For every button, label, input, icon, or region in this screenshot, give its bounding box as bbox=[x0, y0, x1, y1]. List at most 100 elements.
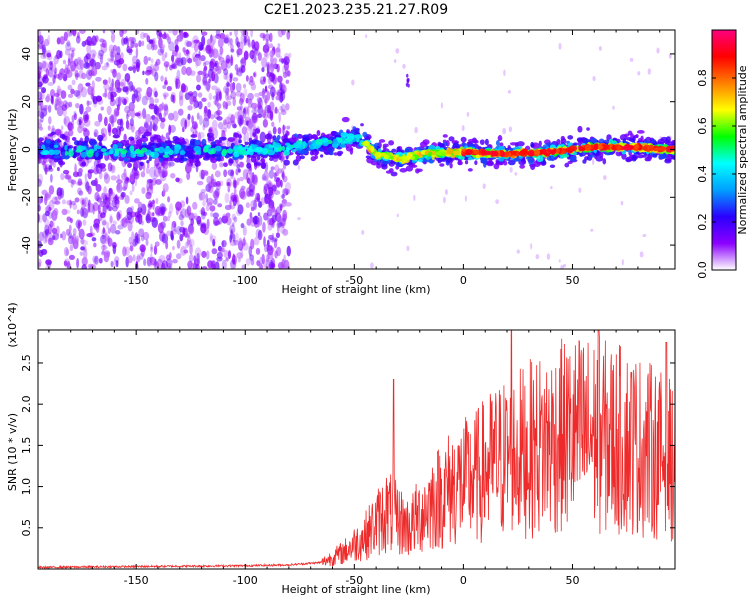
spectrogram-speckle bbox=[143, 32, 149, 38]
spectrogram-ridge-cell bbox=[172, 136, 179, 141]
spectrogram-speckle bbox=[267, 251, 274, 260]
spectrogram-speckle bbox=[138, 40, 142, 48]
spectrogram-speckle bbox=[75, 73, 80, 78]
spectrogram-speckle bbox=[68, 224, 72, 233]
spectrogram-speckle bbox=[204, 60, 210, 66]
spectrogram-speckle bbox=[42, 75, 49, 84]
spectrogram-speckle bbox=[226, 121, 232, 129]
spectrogram-speckle bbox=[56, 49, 62, 60]
spectrogram-speckle bbox=[94, 177, 98, 187]
spectrogram-speckle bbox=[231, 222, 235, 227]
spectrogram-speckle bbox=[217, 245, 222, 252]
colorbar-tick-label: 0.6 bbox=[696, 117, 709, 135]
spectrogram-speckle bbox=[275, 46, 281, 53]
spectrogram-speckle bbox=[102, 244, 106, 250]
spectrogram-speckle bbox=[73, 110, 77, 118]
spectrogram-speckle bbox=[198, 192, 203, 201]
spectrogram-ridge-cell bbox=[370, 160, 379, 166]
spectrogram-ridge-cell bbox=[468, 149, 473, 154]
spectrogram-speckle bbox=[62, 169, 70, 175]
spectrogram-speckle bbox=[150, 243, 153, 251]
spectrogram-speckle bbox=[226, 82, 231, 87]
spectrogram-speckle bbox=[155, 162, 162, 170]
spectrogram-speckle bbox=[132, 65, 137, 74]
spectrogram-speckle bbox=[146, 182, 150, 192]
spectrogram-speckle bbox=[68, 31, 73, 37]
spectrogram-speckle bbox=[217, 121, 224, 130]
spectrogram-speckle bbox=[266, 91, 271, 101]
spectrogram-speckle bbox=[102, 227, 106, 235]
spectrogram-speckle bbox=[38, 248, 42, 255]
spectrogram-speckle bbox=[136, 30, 140, 35]
spectrogram-speckle bbox=[240, 57, 247, 68]
spectrogram-ridge-cell bbox=[251, 143, 255, 150]
spectrogram-speckle bbox=[160, 117, 166, 123]
spectrogram-ridge-cell bbox=[446, 148, 454, 155]
spectrogram-ridge-cell bbox=[255, 146, 263, 153]
spectrogram-ridge-cell bbox=[625, 157, 632, 163]
spectrogram-speckle bbox=[271, 121, 275, 127]
spectrogram-speckle bbox=[212, 263, 216, 269]
x-tick-label: 50 bbox=[565, 574, 579, 587]
spectrogram-speckle bbox=[101, 192, 106, 200]
spectrogram-ridge-cell bbox=[98, 163, 106, 169]
spectrogram-speckle bbox=[38, 91, 43, 101]
spectrogram-ridge-cell bbox=[64, 144, 68, 151]
spectrogram-speckle bbox=[223, 68, 229, 76]
spectrogram-speckle bbox=[39, 214, 42, 224]
spectrogram-speckle bbox=[281, 218, 285, 229]
spectrogram-speckle bbox=[277, 127, 282, 135]
spectrogram-speckle bbox=[134, 112, 141, 117]
spectrogram-speckle bbox=[162, 215, 168, 222]
spectrogram-ridge-cell bbox=[248, 149, 254, 156]
snr-x-ticks: -150 -100 -50 0 50 bbox=[124, 330, 579, 587]
spectrogram-speckle bbox=[495, 199, 499, 205]
spectrogram-speckle bbox=[153, 63, 160, 72]
spectrogram-speckle bbox=[203, 105, 208, 114]
spectrogram-speckle bbox=[265, 50, 270, 60]
spectrogram-speckle bbox=[145, 166, 150, 175]
spectrogram-ridge-cell bbox=[383, 160, 389, 165]
spectrogram-speckle bbox=[81, 263, 88, 269]
spectrogram-speckle bbox=[656, 47, 660, 54]
spectrogram-speckle bbox=[107, 227, 111, 234]
spectrogram-speckle bbox=[171, 63, 178, 70]
spectrogram-ridge-cell bbox=[508, 152, 512, 158]
spectrogram-speckle bbox=[120, 218, 126, 227]
spectrogram-speckle bbox=[208, 185, 214, 194]
spectrogram-speckle bbox=[112, 44, 118, 52]
spectrogram-ridge-cell bbox=[340, 132, 349, 138]
spectrogram-ridge-cell bbox=[404, 148, 409, 153]
spectrogram-speckle bbox=[184, 119, 187, 130]
spectrogram-speckle bbox=[187, 262, 191, 269]
spectrogram-speckle bbox=[242, 242, 249, 251]
colorbar-tick-label: 0.4 bbox=[696, 165, 709, 183]
spectrogram-speckle bbox=[236, 252, 243, 259]
spectrogram-speckle bbox=[285, 79, 290, 84]
spectrogram-speckle bbox=[210, 173, 214, 185]
spectrogram-speckle bbox=[187, 105, 193, 111]
spectrogram-speckle bbox=[212, 95, 219, 100]
spectrogram-ridge-cell bbox=[223, 162, 228, 168]
spectrogram-speckle bbox=[163, 31, 167, 39]
spectrogram-speckle bbox=[180, 57, 184, 66]
spectrogram-speckle bbox=[206, 38, 213, 46]
spectrogram-speckle bbox=[268, 259, 274, 269]
spectrogram-speckle bbox=[64, 63, 68, 75]
spectrogram-speckle bbox=[195, 263, 200, 269]
spectrogram-ridge-cell bbox=[418, 158, 423, 163]
spectrogram-speckle bbox=[205, 44, 212, 54]
spectrogram-speckle bbox=[78, 69, 84, 79]
spectrogram-speckle bbox=[224, 192, 230, 204]
spectrogram-speckle bbox=[176, 69, 181, 81]
spectrogram-speckle bbox=[97, 204, 101, 214]
spectrogram-speckle bbox=[110, 68, 116, 74]
spectrogram-speckle bbox=[160, 75, 164, 82]
spectrogram-speckle bbox=[260, 197, 266, 206]
spectrogram-ridge-cell bbox=[48, 149, 55, 156]
spectrogram-speckle bbox=[251, 112, 258, 124]
spectrogram-speckle bbox=[104, 232, 109, 242]
x-tick-label: -100 bbox=[233, 574, 258, 587]
spectrogram-speckle bbox=[99, 54, 104, 65]
spectrogram-speckle bbox=[219, 246, 224, 253]
